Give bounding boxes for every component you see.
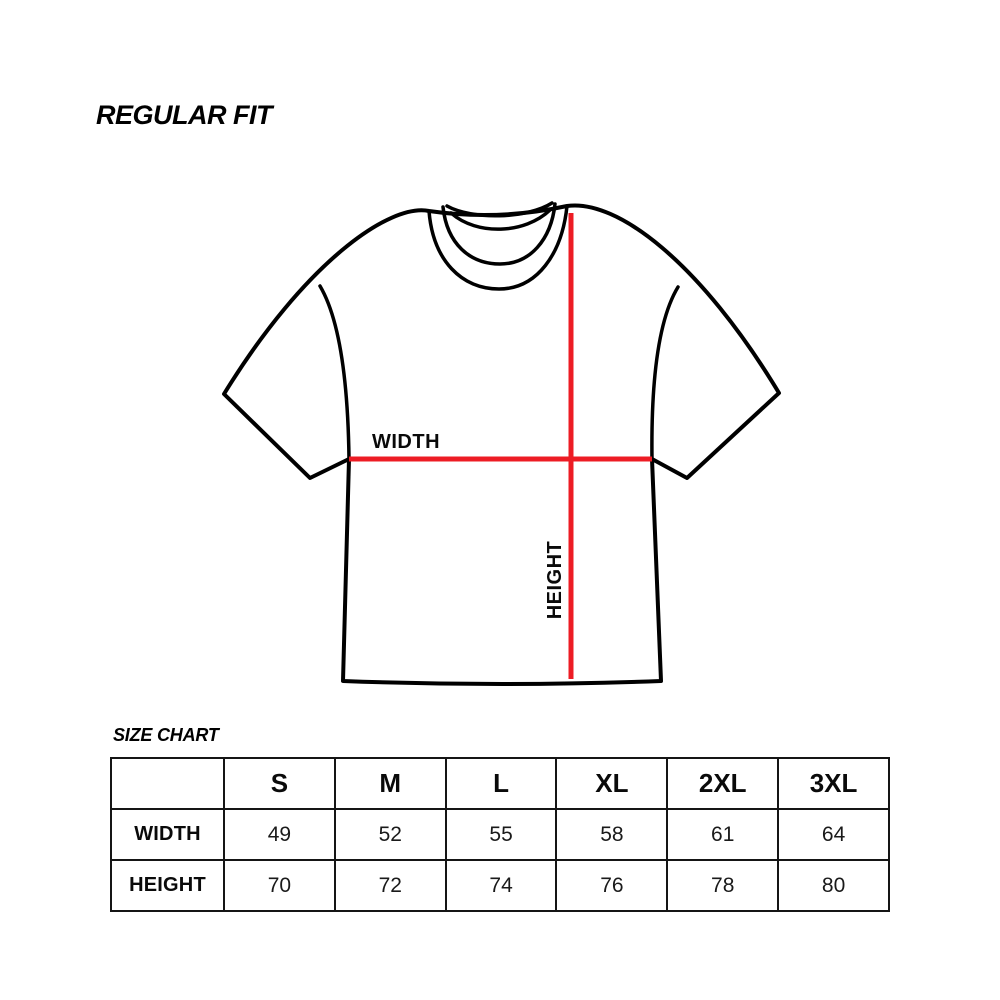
size-header-row: S M L XL 2XL 3XL [110, 757, 890, 810]
width-value-s: 49 [223, 808, 336, 861]
width-value-l: 55 [444, 808, 558, 861]
height-value-m: 72 [333, 859, 447, 912]
height-row: HEIGHT 70 72 74 76 78 80 [110, 859, 890, 912]
height-value-s: 70 [223, 859, 336, 912]
width-value-xl: 58 [555, 808, 669, 861]
collar [427, 201, 569, 291]
size-column-2xl: 2XL [666, 757, 780, 810]
height-measure-label: HEIGHT [544, 541, 566, 620]
size-column-s: S [223, 757, 336, 810]
fit-title: REGULAR FIT [96, 100, 273, 130]
size-column-xl: XL [555, 757, 669, 810]
width-row: WIDTH 49 52 55 58 61 64 [110, 808, 890, 861]
height-row-label: HEIGHT [110, 859, 225, 912]
size-chart-table: S M L XL 2XL 3XL WIDTH 49 52 55 58 61 64… [110, 757, 890, 912]
height-value-l: 74 [444, 859, 558, 912]
width-row-label: WIDTH [110, 808, 225, 861]
width-measure-label: WIDTH [372, 431, 440, 453]
width-value-2xl: 61 [666, 808, 780, 861]
size-column-l: L [444, 757, 558, 810]
size-column-3xl: 3XL [777, 757, 890, 810]
size-chart-heading: SIZE CHART [113, 725, 219, 745]
tshirt-outline [222, 203, 781, 686]
height-value-xl: 76 [555, 859, 669, 912]
armhole-seams [318, 284, 680, 461]
height-value-2xl: 78 [666, 859, 780, 912]
table-corner-cell [110, 757, 225, 810]
size-column-m: M [333, 757, 447, 810]
width-value-m: 52 [333, 808, 447, 861]
width-value-3xl: 64 [777, 808, 890, 861]
height-value-3xl: 80 [777, 859, 890, 912]
